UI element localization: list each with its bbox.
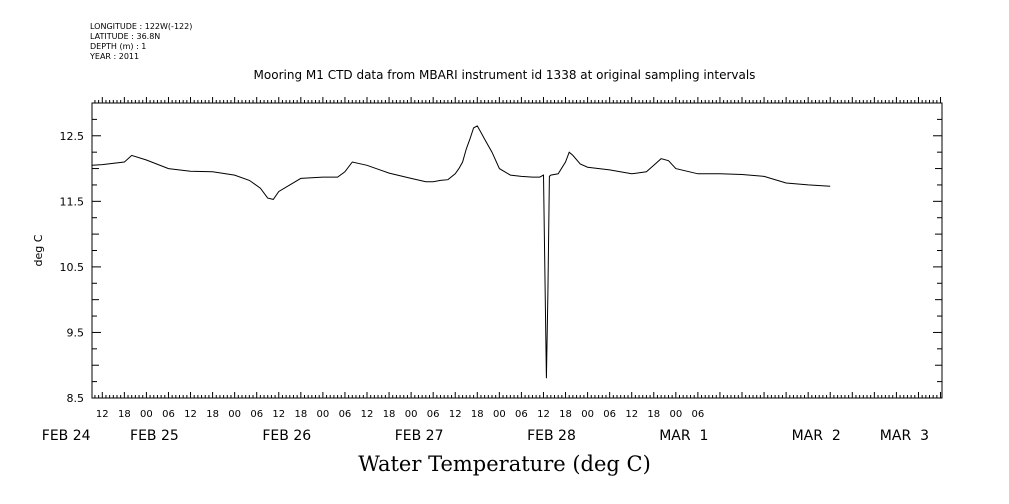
x-hour-label: 00 xyxy=(669,409,682,420)
chart-series xyxy=(91,125,831,379)
chart-title: Mooring M1 CTD data from MBARI instrumen… xyxy=(253,68,756,82)
x-hour-label: 12 xyxy=(449,409,462,420)
x-hour-label: 06 xyxy=(515,409,528,420)
x-day-label: MAR 1 xyxy=(659,428,708,444)
depth-label: DEPTH (m) : 1 xyxy=(90,42,147,51)
x-hour-label: 06 xyxy=(162,409,175,420)
x-hour-label: 18 xyxy=(206,409,219,420)
x-hour-label: 00 xyxy=(581,409,594,420)
y-tick-label: 8.5 xyxy=(67,392,85,405)
y-tick-label: 9.5 xyxy=(67,326,85,339)
chart-axes xyxy=(91,97,943,399)
x-hour-label: 06 xyxy=(339,409,352,420)
x-hour-label: 06 xyxy=(250,409,263,420)
temperature-series-line xyxy=(91,125,831,379)
y-axis-label: deg C xyxy=(32,234,45,266)
x-hour-label: 00 xyxy=(140,409,153,420)
x-hour-label: 00 xyxy=(493,409,506,420)
x-hour-label: 12 xyxy=(184,409,197,420)
x-day-label: MAR 3 xyxy=(880,428,929,444)
x-day-label: FEB 26 xyxy=(262,428,311,444)
x-day-label: MAR 2 xyxy=(792,428,841,444)
x-hour-label: 00 xyxy=(405,409,418,420)
x-hour-label: 00 xyxy=(228,409,241,420)
x-hour-label: 06 xyxy=(692,409,705,420)
x-day-label: FEB 28 xyxy=(527,428,576,444)
x-hour-label: 12 xyxy=(96,409,109,420)
longitude-label: LONGITUDE : 122W(-122) xyxy=(90,22,193,31)
x-hour-label: 06 xyxy=(427,409,440,420)
plot-frame xyxy=(91,102,943,399)
y-tick-label: 12.5 xyxy=(60,130,85,143)
x-hour-label: 00 xyxy=(317,409,330,420)
x-hour-label: 18 xyxy=(471,409,484,420)
y-tick-label: 10.5 xyxy=(60,261,85,274)
x-hour-label: 18 xyxy=(118,409,131,420)
x-hour-label: 18 xyxy=(647,409,660,420)
x-hour-label: 18 xyxy=(559,409,572,420)
year-label: YEAR : 2011 xyxy=(90,52,140,61)
x-day-label: FEB 25 xyxy=(130,428,179,444)
x-axis-title: Water Temperature (deg C) xyxy=(358,452,651,476)
x-hour-label: 12 xyxy=(272,409,285,420)
x-hour-label: 12 xyxy=(537,409,550,420)
x-day-label: FEB 27 xyxy=(395,428,444,444)
latitude-label: LATITUDE : 36.8N xyxy=(90,32,161,41)
x-hour-label: 18 xyxy=(383,409,396,420)
chart-labels: 8.5 9.5 10.5 11.5 12.5 deg C 12 18 00 06 12 18 00 06 1… xyxy=(32,130,929,444)
x-hour-label: 06 xyxy=(603,409,616,420)
x-day-label: FEB 24 xyxy=(42,428,91,444)
x-hour-label: 12 xyxy=(625,409,638,420)
x-hour-label: 18 xyxy=(294,409,307,420)
y-tick-label: 11.5 xyxy=(60,195,85,208)
x-hour-label: 12 xyxy=(361,409,374,420)
